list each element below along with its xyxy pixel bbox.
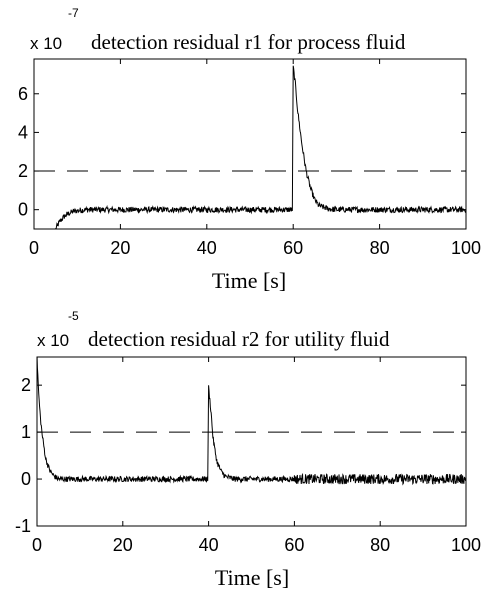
chart-r2-ytick-label: 2 <box>21 375 31 395</box>
chart-r2-xtick-label: 100 <box>451 535 481 555</box>
chart-r2-xtick-label: 40 <box>199 535 219 555</box>
chart-r2-xtick-label: 80 <box>370 535 390 555</box>
chart-r2: x 10 -5 detection residual r2 for utilit… <box>15 309 481 590</box>
chart-r2-series-line <box>37 357 466 486</box>
chart-r2-ytick-label: -1 <box>15 516 31 536</box>
chart-r1-multiplier-exponent: -7 <box>68 6 79 20</box>
chart-r2-title: detection residual r2 for utility fluid <box>88 327 390 351</box>
chart-r1-series-line <box>55 65 466 229</box>
chart-r1-ytick-label: 0 <box>18 200 28 220</box>
chart-r1-xlabel: Time [s] <box>212 268 286 293</box>
chart-r1-ytick-label: 4 <box>18 122 28 142</box>
chart-r1-xtick-label: 80 <box>370 238 390 258</box>
chart-r2-multiplier-base: x 10 <box>37 331 69 350</box>
chart-r2-xlabel: Time [s] <box>215 565 289 590</box>
chart-r2-xtick-label: 20 <box>113 535 133 555</box>
chart-r1-xtick-label: 40 <box>197 238 217 258</box>
chart-r2-xtick-label: 0 <box>32 535 42 555</box>
chart-r1-xtick-label: 0 <box>29 238 39 258</box>
chart-r2-ytick-label: 0 <box>21 469 31 489</box>
chart-r1-ytick-label: 6 <box>18 84 28 104</box>
chart-r2-multiplier-exponent: -5 <box>68 309 79 323</box>
chart-r1-title: detection residual r1 for process fluid <box>91 30 406 54</box>
chart-r2-axes-box <box>36 356 467 527</box>
chart-r1: x 10 -7 detection residual r1 for proces… <box>18 6 481 293</box>
chart-r1-axes-box <box>33 58 467 230</box>
chart-r2-xtick-label: 60 <box>284 535 304 555</box>
chart-r1-xtick-label: 60 <box>283 238 303 258</box>
chart-r2-ytick-label: 1 <box>21 422 31 442</box>
chart-r1-multiplier-base: x 10 <box>30 34 62 53</box>
chart-r1-xtick-label: 20 <box>110 238 130 258</box>
chart-r1-xtick-label: 100 <box>451 238 481 258</box>
chart-r1-ytick-label: 2 <box>18 161 28 181</box>
